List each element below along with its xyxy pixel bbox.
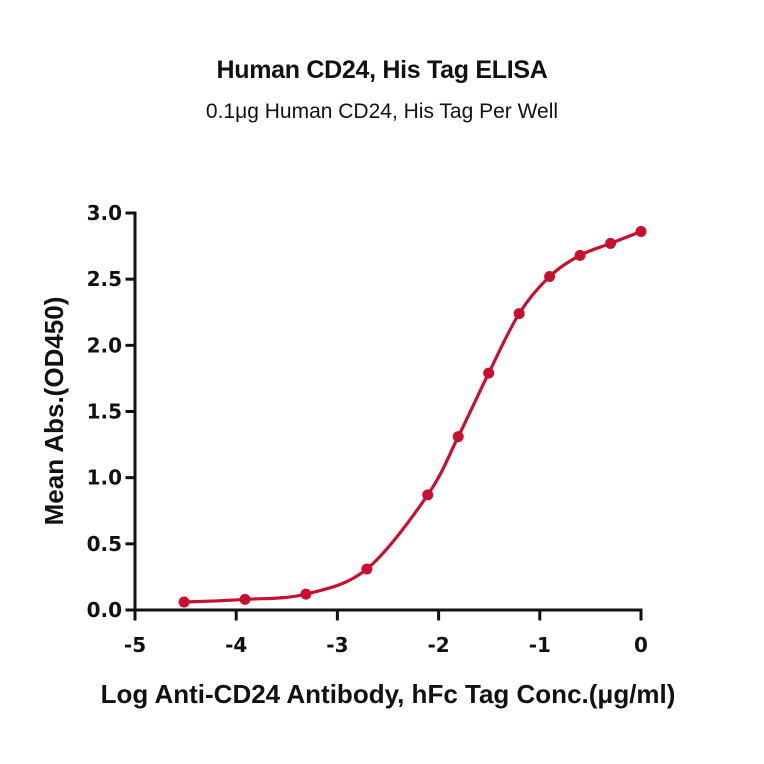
data-point bbox=[605, 237, 617, 249]
data-point bbox=[452, 431, 464, 443]
x-tick-label: -2 bbox=[427, 633, 449, 657]
data-point bbox=[483, 367, 495, 379]
fit-curve bbox=[182, 229, 643, 604]
x-axis-title: Log Anti-CD24 Antibody, hFc Tag Conc.(μg… bbox=[101, 679, 676, 709]
x-tick-label: 0 bbox=[634, 633, 648, 657]
x-tick-label: -4 bbox=[225, 633, 247, 657]
data-points bbox=[178, 226, 647, 608]
y-axis-title: Mean Abs.(OD450) bbox=[39, 297, 69, 526]
y-tick-label: 3.0 bbox=[87, 201, 122, 225]
y-tick-label: 1.0 bbox=[87, 466, 122, 490]
data-point bbox=[544, 271, 556, 283]
chart-title: Human CD24, His Tag ELISA bbox=[216, 56, 548, 84]
y-tick-label: 0.0 bbox=[87, 598, 122, 622]
data-point bbox=[513, 308, 525, 320]
data-point bbox=[178, 596, 190, 608]
chart-subtitle: 0.1μg Human CD24, His Tag Per Well bbox=[205, 100, 559, 123]
data-point bbox=[635, 226, 647, 238]
axes: 0.0 0.5 1.0 1.5 2.0 2.5 3.0 -5 -4 -3 -2 -1 0 bbox=[87, 201, 648, 657]
data-point bbox=[574, 249, 586, 261]
data-point bbox=[300, 588, 312, 600]
x-tick-label: -1 bbox=[529, 633, 551, 657]
data-point bbox=[422, 489, 434, 501]
x-tick-label: -3 bbox=[326, 633, 348, 657]
y-tick-label: 2.5 bbox=[87, 267, 122, 291]
x-tick-label: -5 bbox=[124, 633, 146, 657]
data-point bbox=[361, 563, 373, 575]
y-tick-label: 1.5 bbox=[87, 400, 122, 424]
y-tick-label: 2.0 bbox=[87, 333, 122, 357]
y-tick-label: 0.5 bbox=[87, 532, 122, 556]
data-point bbox=[239, 593, 251, 605]
